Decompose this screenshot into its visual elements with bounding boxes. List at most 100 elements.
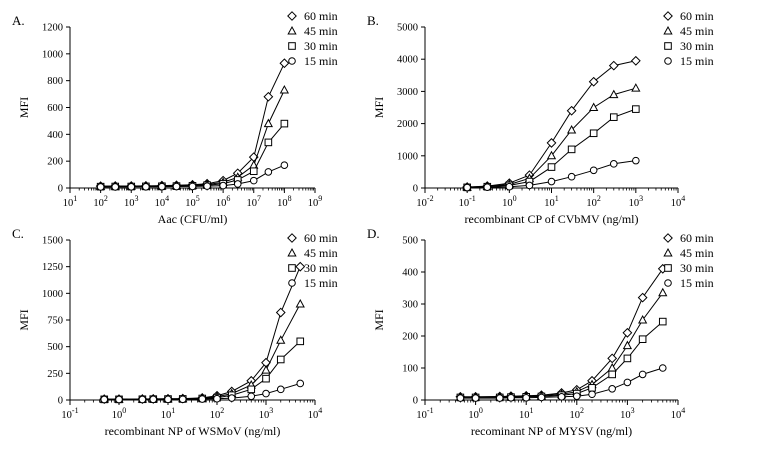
y-tick-label: 2000 <box>397 119 418 130</box>
x-tick-label: 102 <box>586 194 601 209</box>
legend-label: 15 min <box>680 276 714 290</box>
y-tick-label: 100 <box>402 364 418 375</box>
data-point <box>178 395 187 404</box>
y-tick-label: 0 <box>58 184 63 195</box>
data-point <box>632 156 640 165</box>
data-point <box>264 168 273 176</box>
legend-label: 45 min <box>680 246 714 260</box>
x-tick-label: 10-1 <box>61 406 78 421</box>
y-axis-title: MFI <box>17 309 31 330</box>
legend-marker <box>664 279 672 287</box>
fit-curve <box>104 266 301 400</box>
x-tick-label: 108 <box>277 194 292 209</box>
data-point <box>608 385 616 393</box>
data-point <box>149 395 158 404</box>
legend-marker <box>288 264 296 272</box>
legend-marker <box>288 279 296 287</box>
data-point <box>279 85 290 94</box>
data-point <box>142 182 150 191</box>
panel-1: 0 200 400 600 800 1000 1200 101 102 103 104 105 106 1… <box>12 9 338 226</box>
y-tick-label: 0 <box>413 396 418 407</box>
data-point <box>622 340 633 350</box>
x-tick-label: 103 <box>620 406 635 421</box>
x-tick-label: 101 <box>161 406 176 421</box>
legend-marker <box>664 57 672 65</box>
legend-label: 45 min <box>680 24 714 38</box>
series-15-min <box>463 156 640 192</box>
y-tick-label: 1250 <box>42 262 63 273</box>
data-point <box>276 335 286 344</box>
fit-curve <box>460 292 664 398</box>
data-point <box>219 181 227 190</box>
x-tick-label: 101 <box>519 406 534 421</box>
y-tick-label: 400 <box>402 268 418 279</box>
y-tick-label: 1000 <box>42 289 63 300</box>
data-point <box>622 327 633 338</box>
fit-curve <box>460 321 664 398</box>
x-tick-label: 103 <box>629 194 644 209</box>
legend-label: 15 min <box>304 54 338 68</box>
x-tick-label: 103 <box>259 406 274 421</box>
legend-label: 15 min <box>680 54 714 68</box>
legend-marker <box>287 233 297 243</box>
data-point <box>631 83 641 92</box>
data-point <box>505 182 514 191</box>
y-tick-label: 250 <box>47 369 63 380</box>
legend-marker <box>663 233 673 243</box>
x-tick-label: 104 <box>671 194 686 209</box>
data-point <box>566 124 577 134</box>
legend-marker <box>288 42 296 50</box>
data-point <box>483 183 492 191</box>
panel-2: 0 1000 2000 3000 4000 5000 10-2 10-1 100 101 102 10… <box>367 9 714 226</box>
y-axis-title: MFI <box>372 309 386 330</box>
data-point <box>495 394 504 402</box>
y-tick-label: 400 <box>47 130 63 141</box>
data-point <box>280 119 289 128</box>
x-tick-label: 104 <box>671 406 686 421</box>
legend-label: 30 min <box>680 261 714 275</box>
legend-label: 30 min <box>304 261 338 275</box>
series-60-min <box>462 55 641 192</box>
data-point <box>623 378 632 387</box>
data-point <box>276 385 285 394</box>
data-point <box>276 355 285 364</box>
data-point <box>608 370 616 379</box>
data-point <box>164 395 172 404</box>
fit-curve <box>104 340 301 400</box>
series-45-min <box>455 287 668 401</box>
x-tick-label: 106 <box>216 194 231 209</box>
data-point <box>589 166 598 175</box>
x-tick-label: 104 <box>155 194 170 209</box>
legend-label: 45 min <box>304 246 338 260</box>
legend-label: 60 min <box>304 9 338 23</box>
panel-label: A. <box>12 13 25 28</box>
data-point <box>172 182 181 191</box>
x-tick-label: 100 <box>502 194 517 209</box>
data-point <box>537 393 546 402</box>
panel-label: B. <box>367 13 379 28</box>
data-point <box>100 395 109 404</box>
data-point <box>111 183 120 191</box>
series-15-min <box>100 379 305 404</box>
data-point <box>623 354 632 363</box>
data-point <box>630 55 641 66</box>
x-tick-label: 101 <box>63 194 78 209</box>
y-tick-label: 3000 <box>397 87 418 98</box>
data-point <box>233 180 242 188</box>
legend-marker <box>663 11 673 21</box>
y-axis-title: MFI <box>17 97 31 118</box>
data-point <box>261 365 271 374</box>
y-tick-label: 1000 <box>397 151 418 162</box>
data-point <box>262 374 270 383</box>
series-60-min <box>95 58 290 192</box>
panel-4: 0 100 200 300 400 500 10-1 100 101 102 103 104 recom… <box>367 226 714 438</box>
legend-marker <box>288 57 296 65</box>
data-point <box>115 395 123 404</box>
legend-label: 60 min <box>304 231 338 245</box>
series-15-min <box>96 161 289 191</box>
data-point <box>296 379 305 388</box>
